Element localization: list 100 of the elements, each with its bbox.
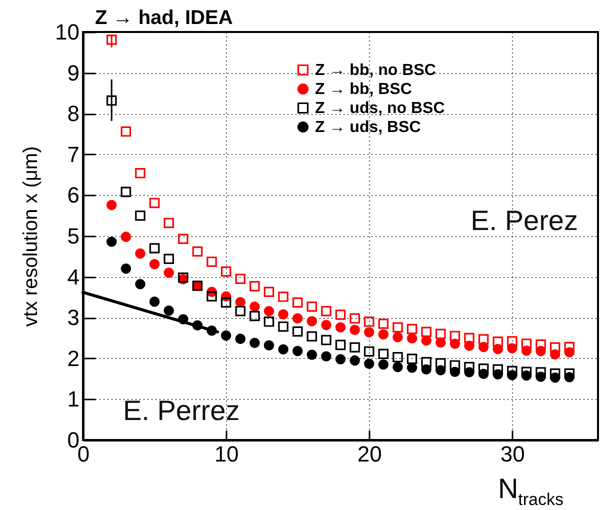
point: [135, 210, 146, 221]
point: [120, 232, 132, 242]
point: [492, 369, 503, 380]
point: [478, 363, 489, 374]
point: [135, 279, 146, 290]
point: [392, 322, 403, 333]
point: [306, 350, 318, 360]
point: [350, 324, 360, 335]
point: [292, 313, 303, 324]
point: [135, 168, 146, 178]
point: [164, 268, 174, 278]
point: [164, 218, 174, 228]
point: [278, 292, 288, 302]
point: [536, 339, 546, 350]
point: [278, 309, 288, 320]
point: [478, 342, 489, 352]
point: [120, 264, 132, 274]
point: [306, 331, 318, 342]
point: [464, 332, 474, 344]
point: [507, 370, 518, 380]
point: [550, 368, 560, 379]
point: [350, 355, 360, 366]
y-tick-label: 1: [67, 386, 80, 412]
point: [406, 362, 418, 373]
point: [149, 243, 160, 254]
point: [378, 329, 389, 340]
point: [564, 342, 575, 352]
point: [335, 340, 346, 350]
point: [421, 364, 432, 375]
annotation: E. Perrez: [123, 395, 240, 426]
point: [550, 349, 560, 360]
point: [478, 368, 489, 380]
point: [364, 358, 374, 369]
legend-label: Z → uds, no BSC: [315, 100, 446, 117]
y-tick-label: 2: [67, 346, 80, 371]
point: [378, 348, 389, 360]
point: [564, 347, 575, 358]
point: [149, 198, 160, 208]
point: [536, 372, 546, 382]
x-tick-label: 30: [500, 442, 525, 466]
point: [164, 306, 174, 316]
point: [436, 337, 446, 348]
point: [278, 344, 288, 355]
legend-label: Z → bb, BSC: [315, 81, 412, 98]
x-tick-label: 10: [214, 442, 239, 466]
y-tick-label: 3: [67, 305, 80, 330]
y-tick-label: 4: [67, 264, 80, 290]
y-tick-label: 5: [67, 224, 80, 248]
point: [250, 338, 260, 348]
point: [135, 248, 146, 259]
point: [492, 344, 503, 354]
point: [550, 342, 560, 353]
point: [149, 259, 160, 270]
point: [192, 246, 203, 257]
y-tick-label: 9: [67, 60, 80, 86]
point: [521, 370, 532, 381]
annotation: E. Perez: [470, 205, 578, 236]
point: [564, 368, 575, 379]
point: [492, 364, 503, 375]
point: [350, 313, 360, 324]
point: [406, 333, 418, 344]
legend-label: Z → uds, BSC: [315, 119, 422, 136]
point: [350, 342, 360, 353]
point: [220, 266, 232, 277]
y-tick-label: 8: [67, 101, 80, 126]
point: [521, 346, 532, 356]
point: [421, 335, 432, 346]
point: [335, 310, 346, 320]
point: [220, 330, 232, 341]
point: [278, 321, 288, 332]
point: [235, 296, 246, 308]
point: [206, 256, 217, 267]
point: [464, 362, 474, 372]
point: [536, 346, 546, 356]
point: [436, 358, 446, 368]
point: [492, 336, 503, 347]
point: [220, 297, 232, 308]
point: [478, 334, 489, 344]
point: [335, 322, 346, 333]
y-tick-label: 6: [67, 182, 80, 208]
point: [264, 306, 274, 316]
point: [421, 356, 432, 368]
point: [264, 340, 274, 350]
point: [106, 200, 117, 210]
point: [106, 236, 117, 247]
point: [306, 301, 318, 312]
chart-title: Z → had, IDEA: [95, 7, 233, 29]
point: [378, 318, 389, 329]
point: [250, 281, 260, 292]
point: [436, 365, 446, 376]
point: [335, 354, 346, 364]
point: [321, 306, 332, 316]
point: [235, 274, 246, 284]
point: [250, 301, 260, 312]
point: [564, 372, 575, 382]
point: [507, 366, 518, 376]
legend-label: Z → bb, no BSC: [315, 62, 436, 79]
point: [464, 367, 474, 378]
point: [507, 343, 518, 354]
y-tick-label: 10: [55, 20, 80, 44]
